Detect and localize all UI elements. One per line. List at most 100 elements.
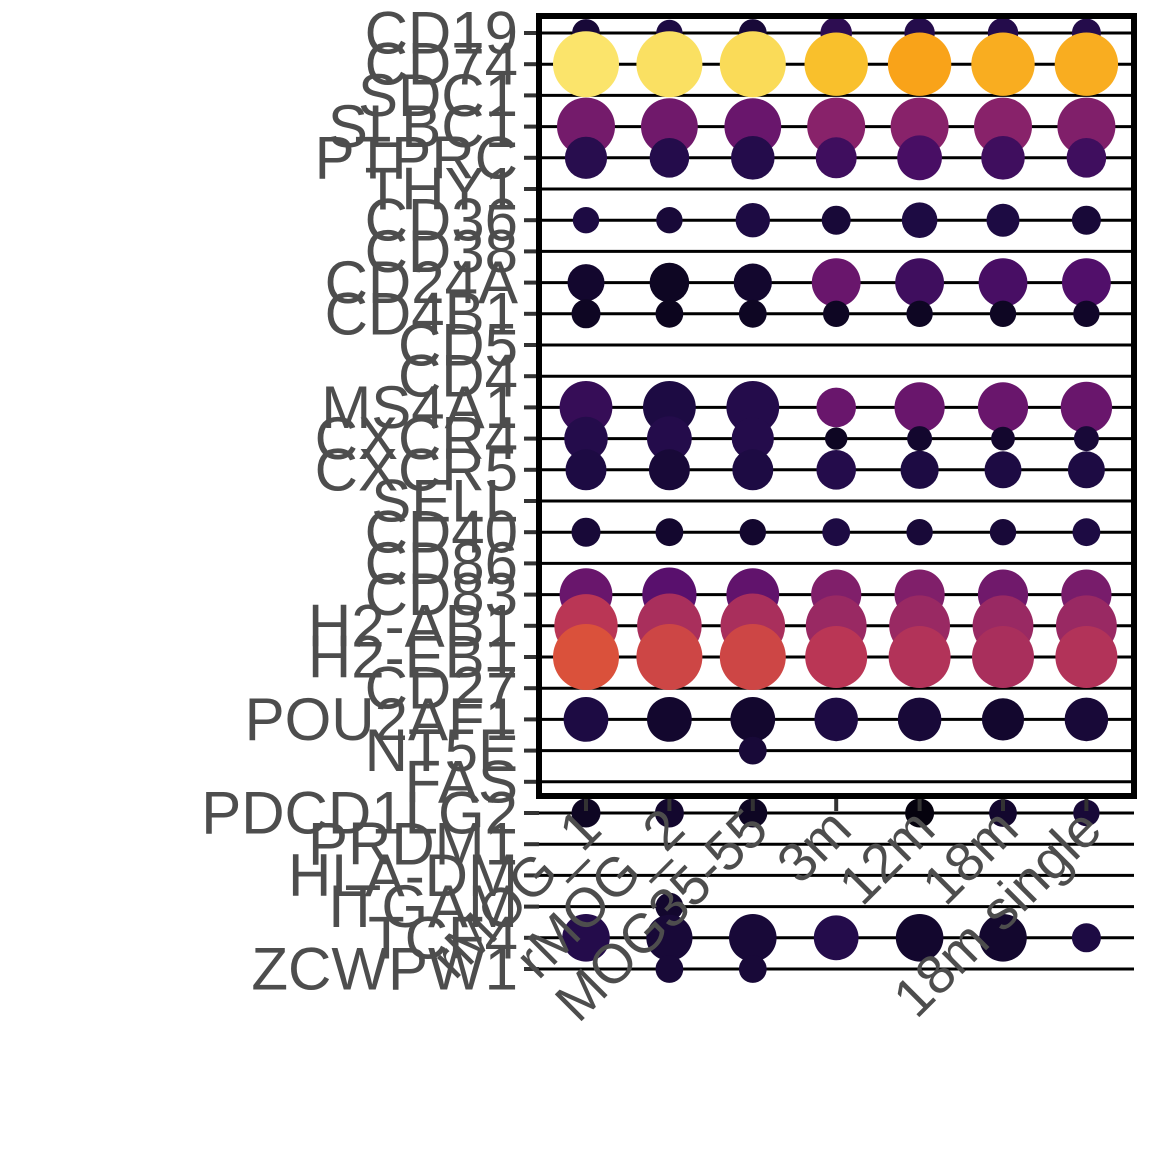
dot-pou2af1-1 xyxy=(647,697,692,742)
y-tick-label: CXCR5 xyxy=(315,436,518,503)
dot-nt5e-2 xyxy=(738,736,767,765)
dot-slbc1-2 xyxy=(724,98,782,155)
dot-pdcd1lg2-6 xyxy=(1073,799,1100,827)
dot-cxcr4-1 xyxy=(647,416,692,461)
dot-tcf4-3 xyxy=(813,915,859,961)
dot-cd40-4 xyxy=(906,519,933,546)
dot-cd40-1 xyxy=(655,518,684,547)
y-tick-label: HLA-DM xyxy=(288,842,518,909)
dot-tcf4-2 xyxy=(729,914,777,962)
y-tick-label: CD83 xyxy=(365,561,518,628)
dot-cd36-1 xyxy=(656,207,683,234)
dot-pou2af1-0 xyxy=(563,697,609,742)
dot-cd74-4 xyxy=(887,32,952,96)
dot-cxcr5-6 xyxy=(1067,451,1105,489)
plot-panel-border xyxy=(536,13,1137,799)
dot-tcf4-0 xyxy=(562,914,610,962)
dot-cd40-2 xyxy=(739,519,766,546)
dot-cxcr4-4 xyxy=(907,426,933,452)
dot-h2-eb1-2 xyxy=(719,624,786,690)
dot-ptprc-0 xyxy=(564,136,608,179)
dot-ms4a1-3 xyxy=(816,387,856,428)
dot-slbc1-0 xyxy=(557,97,615,156)
y-tick-label: FAS xyxy=(405,748,518,815)
y-tick-label: CXCR4 xyxy=(315,405,518,472)
dot-cd36-4 xyxy=(901,202,938,238)
y-tick-label: H2-EB1 xyxy=(308,624,518,691)
dot-cd74-5 xyxy=(971,32,1035,96)
dot-cd4b1-2 xyxy=(738,299,767,328)
dot-ms4a1-2 xyxy=(726,381,780,434)
dot-h2-eb1-4 xyxy=(888,626,951,688)
dot-pou2af1-3 xyxy=(814,697,858,742)
dot-cd24a-3 xyxy=(811,258,861,307)
dot-ms4a1-6 xyxy=(1060,381,1113,434)
dot-cxcr4-0 xyxy=(564,416,608,461)
dot-cxcr4-3 xyxy=(825,427,848,450)
dot-cd36-0 xyxy=(572,207,600,234)
y-tick-label: CD86 xyxy=(365,530,518,597)
y-tick-label: CD5 xyxy=(398,312,518,379)
dot-cxcr5-0 xyxy=(565,449,607,491)
dot-zcwpw1-2 xyxy=(738,955,767,983)
dot-ptprc-4 xyxy=(897,135,942,181)
dot-zcwpw1-1 xyxy=(655,955,684,983)
y-tick-label: CD24A xyxy=(325,249,518,316)
y-tick-label: CD36 xyxy=(365,187,518,254)
dot-slbc1-5 xyxy=(974,97,1032,156)
dot-cd24a-1 xyxy=(649,262,690,303)
dot-slbc1-1 xyxy=(641,98,698,155)
dot-cd4b1-1 xyxy=(655,299,684,328)
dot-h2-eb1-3 xyxy=(805,626,868,688)
dot-cd4b1-4 xyxy=(906,300,933,327)
dot-cd24a-5 xyxy=(978,258,1028,307)
dot-cd4b1-0 xyxy=(571,299,601,329)
dot-pou2af1-4 xyxy=(897,697,942,742)
dot-cxcr4-6 xyxy=(1073,426,1099,452)
dot-cd24a-2 xyxy=(733,263,772,302)
dot-h2-eb1-0 xyxy=(553,624,619,690)
dot-cd24a-6 xyxy=(1062,258,1111,307)
dot-cxcr5-3 xyxy=(816,450,856,490)
dot-tcf4-4 xyxy=(895,914,944,962)
dot-cd74-3 xyxy=(804,32,868,96)
y-tick-label: ZCWPW1 xyxy=(251,936,518,1003)
dot-pdcd1lg2-4 xyxy=(905,798,935,828)
dot-tcf4-6 xyxy=(1071,923,1101,953)
dot-cd40-0 xyxy=(571,517,601,547)
y-tick-label: MS4A1 xyxy=(321,374,518,441)
dot-cd74-2 xyxy=(719,31,786,98)
dot-cd40-3 xyxy=(822,518,851,547)
dot-cd4b1-6 xyxy=(1073,300,1100,327)
dot-ptprc-3 xyxy=(815,137,857,179)
dot-pdcd1lg2-0 xyxy=(571,798,601,828)
dot-h2-eb1-6 xyxy=(1055,626,1118,688)
dot-cd4b1-5 xyxy=(989,300,1017,327)
dot-cd36-2 xyxy=(735,203,770,238)
dot-cd36-5 xyxy=(986,203,1020,237)
y-tick-label: PRDM1 xyxy=(308,811,518,878)
y-tick-label: CD4B1 xyxy=(325,280,518,347)
dot-cd36-6 xyxy=(1071,205,1101,235)
dot-pdcd1lg2-5 xyxy=(989,799,1017,827)
dot-cd74-0 xyxy=(553,31,619,98)
dot-cd74-6 xyxy=(1054,32,1119,96)
dots xyxy=(553,17,1119,983)
dot-pou2af1-5 xyxy=(981,698,1025,741)
dot-h2-eb1-1 xyxy=(636,624,703,690)
dot-cd40-6 xyxy=(1072,518,1101,547)
y-tick-label: SELL xyxy=(371,468,518,535)
y-tick-label: CD74 xyxy=(365,31,518,98)
dot-ptprc-6 xyxy=(1066,138,1107,178)
y-tick-label: TCF4 xyxy=(368,904,518,971)
dot-cd4b1-3 xyxy=(823,300,850,327)
dot-cxcr5-5 xyxy=(984,451,1022,489)
y-tick-label: SDC1 xyxy=(358,62,518,129)
dot-ptprc-5 xyxy=(981,136,1025,180)
dot-cxcr5-1 xyxy=(648,449,690,491)
y-tick-label: H2-AB1 xyxy=(308,592,518,659)
dot-pdcd1lg2-1 xyxy=(654,798,684,828)
y-tick-label: PTPRC xyxy=(315,124,518,191)
